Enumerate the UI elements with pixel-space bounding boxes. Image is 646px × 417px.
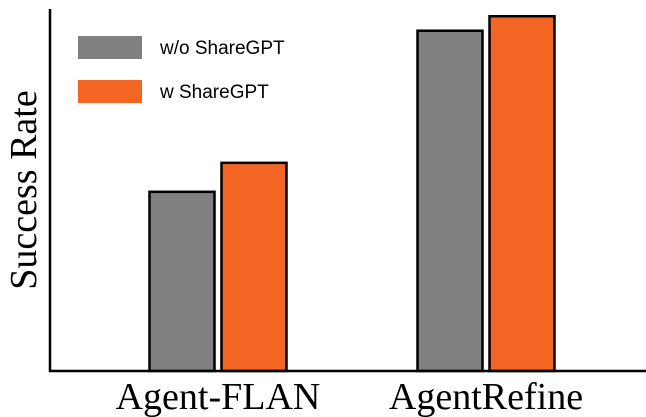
y-axis-label: Success Rate bbox=[3, 90, 45, 289]
bar-agentrefine-w-sharegpt bbox=[488, 14, 556, 373]
bar-agentrefine-w-o-sharegpt bbox=[416, 29, 484, 373]
bar-agent-flan-w-o-sharegpt bbox=[148, 190, 216, 373]
legend-swatch-w-sharegpt bbox=[78, 80, 142, 103]
bar-agent-flan-w-sharegpt bbox=[220, 161, 288, 373]
legend-label-w-sharegpt: w ShareGPT bbox=[159, 82, 269, 103]
legend: w/o ShareGPT w ShareGPT bbox=[78, 36, 285, 103]
legend-label-wo-sharegpt: w/o ShareGPT bbox=[159, 38, 285, 59]
legend-swatch-wo-sharegpt bbox=[78, 36, 142, 59]
bars-group bbox=[148, 14, 556, 373]
x-tick-label-agent-flan: Agent-FLAN bbox=[116, 376, 321, 417]
x-tick-label-agentrefine: AgentRefine bbox=[389, 376, 583, 417]
